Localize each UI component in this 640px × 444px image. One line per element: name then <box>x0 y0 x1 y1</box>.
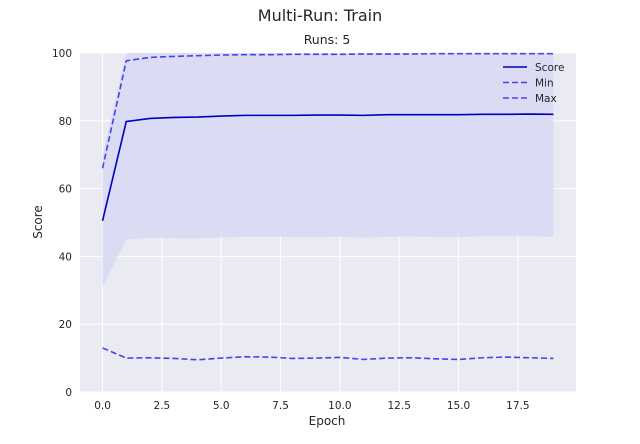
y-tick-label: 100 <box>52 48 72 60</box>
x-tick-label: 7.5 <box>272 400 289 412</box>
y-tick-labels: 0 20 40 60 80 100 <box>52 48 72 399</box>
chart-subtitle: Runs: 5 <box>304 32 351 47</box>
series-line-max <box>101 52 554 169</box>
y-tick-label: 0 <box>65 387 72 399</box>
x-tick-label: 15.0 <box>447 400 470 412</box>
min-max-band <box>102 53 554 287</box>
x-tick-label: 12.5 <box>388 400 411 412</box>
x-tick-labels: 0.0 2.5 5.0 7.5 10.0 12.5 15.0 17.5 <box>94 400 529 412</box>
series-line-min <box>102 347 554 361</box>
x-axis-label: Epoch <box>309 414 346 428</box>
y-tick-label: 20 <box>59 319 72 331</box>
y-tick-label: 80 <box>59 116 72 128</box>
y-axis-label: Score <box>31 205 45 239</box>
legend: Score Min Max <box>503 62 564 105</box>
x-tick-label: 10.0 <box>328 400 351 412</box>
legend-label: Min <box>535 78 554 90</box>
y-tick-label: 40 <box>59 251 72 263</box>
series-line-score <box>101 113 554 221</box>
x-tick-label: 0.0 <box>94 400 111 412</box>
x-tick-label: 5.0 <box>213 400 230 412</box>
chart-title: Multi-Run: Train <box>258 6 382 25</box>
x-tick-label: 2.5 <box>154 400 171 412</box>
legend-label: Score <box>535 62 564 74</box>
legend-label: Max <box>535 93 557 105</box>
series-lines <box>101 52 554 361</box>
y-tick-label: 60 <box>59 184 72 196</box>
x-tick-label: 17.5 <box>506 400 529 412</box>
